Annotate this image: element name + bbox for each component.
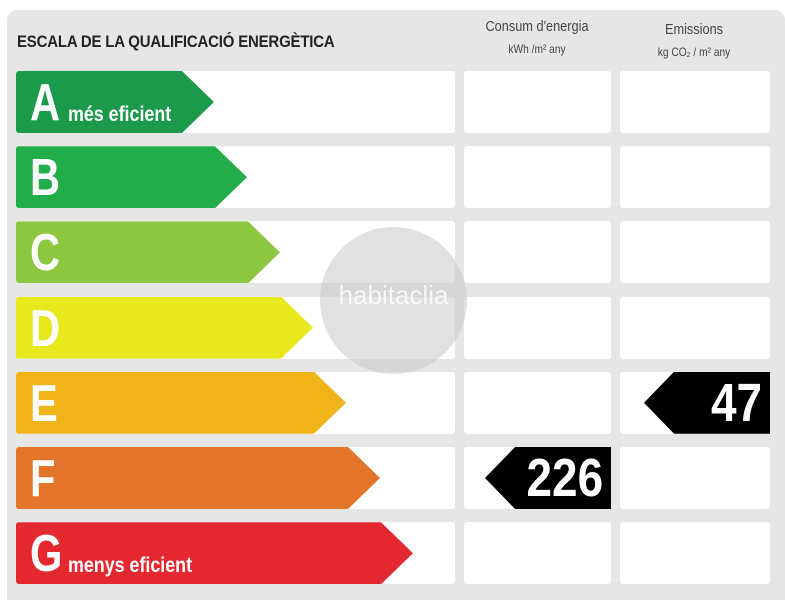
rating-arrow: D xyxy=(16,297,313,359)
consum-value: 226 xyxy=(526,448,603,508)
rating-letter: B xyxy=(30,149,61,208)
rating-sublabel: més eficient xyxy=(68,103,172,126)
consum-cell xyxy=(464,71,611,133)
emissions-cell xyxy=(620,522,770,585)
emissions-cell xyxy=(620,296,770,359)
rating-letter: A xyxy=(30,74,61,132)
emissions-indicator: 47 xyxy=(644,371,770,434)
rating-arrow: B xyxy=(16,146,247,208)
emissions-cell xyxy=(620,221,770,284)
consum-unit: kWh /m² any xyxy=(508,42,566,56)
rating-letter: C xyxy=(30,224,61,283)
label-title: ESCALA DE LA QUALIFICACIÓ ENERGÈTICA xyxy=(17,32,335,51)
rating-arrow: E xyxy=(16,372,346,434)
rating-letter: G xyxy=(30,525,63,584)
consum-cell xyxy=(464,296,611,359)
rating-sublabel: menys eficient xyxy=(68,554,193,578)
emissions-header: Emissions kg CO₂ / m² any xyxy=(629,19,758,63)
watermark-logo: habitaclia xyxy=(320,227,467,374)
emissions-cell xyxy=(620,146,770,209)
consum-header: Consum d'energia kWh /m² any xyxy=(473,16,601,60)
rating-arrow: G menys eficient xyxy=(16,522,413,584)
consum-cell xyxy=(464,146,611,209)
rating-arrow: F xyxy=(16,447,380,509)
rating-letter: E xyxy=(30,374,58,433)
consum-label: Consum d'energia xyxy=(485,18,589,35)
emissions-value: 47 xyxy=(710,372,762,433)
watermark-text: habitaclia xyxy=(338,280,449,310)
rating-arrow: A més eficient xyxy=(16,71,214,133)
rating-letter: D xyxy=(30,299,61,358)
emissions-cell xyxy=(620,71,770,133)
emissions-label: Emissions xyxy=(664,21,724,38)
emissions-unit: kg CO₂ / m² any xyxy=(657,45,731,59)
consum-cell xyxy=(464,522,611,585)
emissions-cell xyxy=(620,447,770,509)
consum-cell xyxy=(464,371,611,434)
rating-arrow: C xyxy=(16,221,280,283)
consum-cell xyxy=(464,221,611,284)
rating-letter: F xyxy=(30,450,56,508)
consum-indicator: 226 xyxy=(485,447,611,509)
